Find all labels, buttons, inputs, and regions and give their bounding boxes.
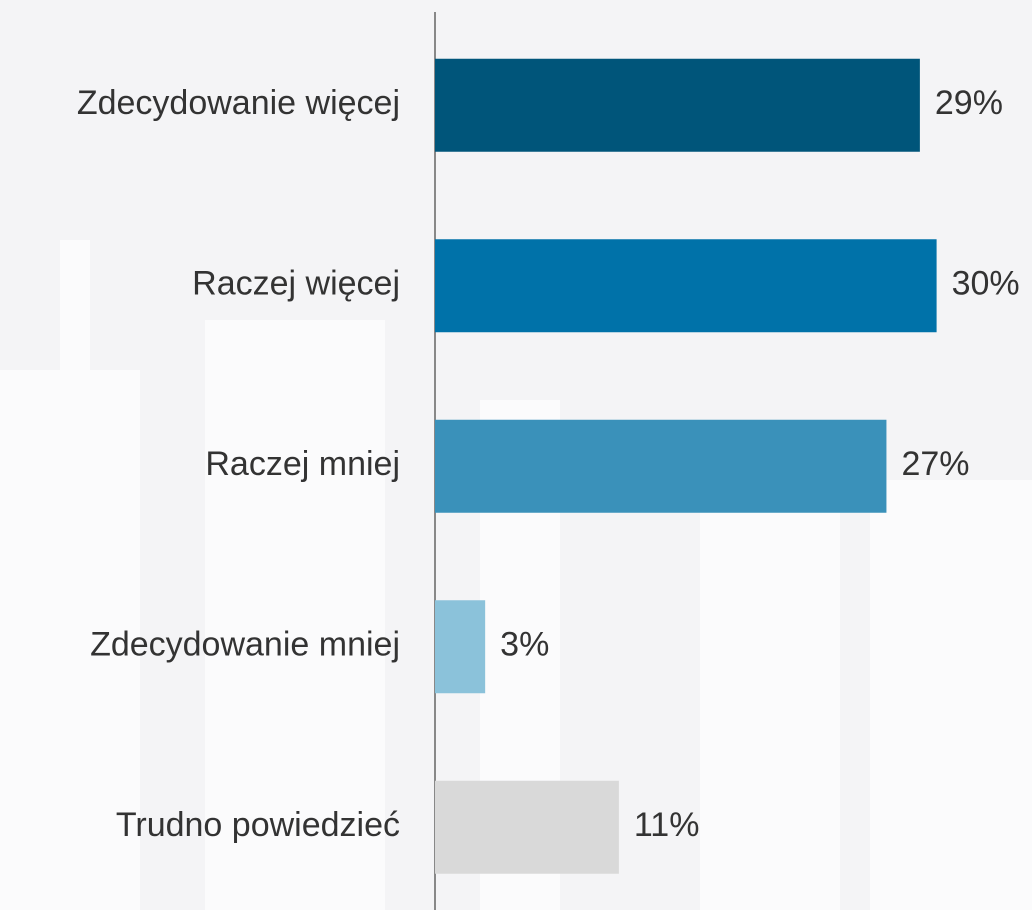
bar bbox=[435, 781, 619, 874]
category-label: Zdecydowanie mniej bbox=[90, 626, 400, 664]
value-label: 3% bbox=[500, 626, 549, 664]
chart: Zdecydowanie więcej 29% Raczej więcej 30% Ra… bbox=[0, 0, 1032, 910]
category-label: Raczej mniej bbox=[205, 445, 400, 483]
value-label: 30% bbox=[952, 265, 1020, 303]
category-label: Raczej więcej bbox=[192, 265, 400, 303]
category-label: Zdecydowanie więcej bbox=[77, 84, 400, 122]
bar bbox=[435, 59, 920, 152]
bar bbox=[435, 239, 937, 332]
value-label: 11% bbox=[634, 806, 700, 844]
bar bbox=[435, 420, 886, 513]
value-label: 27% bbox=[901, 445, 969, 483]
value-label: 29% bbox=[935, 84, 1003, 122]
category-label: Trudno powiedzieć bbox=[116, 806, 400, 844]
bar bbox=[435, 600, 485, 693]
page: {"chart_data": {"type": "bar", "orientat… bbox=[0, 0, 1032, 910]
